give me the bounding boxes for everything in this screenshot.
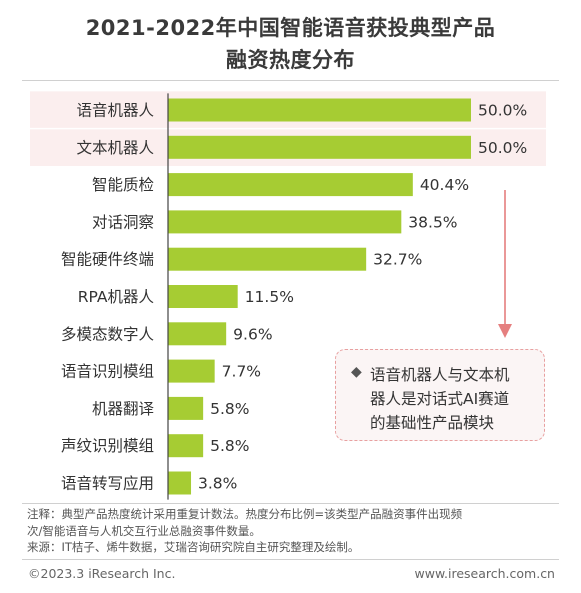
bar [168, 285, 238, 308]
value-label: 38.5% [408, 213, 457, 231]
copyright-text: ©2023.3 iResearch Inc. [28, 566, 176, 581]
notes-block: 注释：典型产品热度统计采用重复计数法。热度分布比例=该类型产品融资事件出现频 次… [27, 506, 557, 556]
chart-title-line1: 2021-2022年中国智能语音获投典型产品 [85, 16, 496, 40]
callout-line: 语音机器人与文本机 [370, 366, 510, 384]
category-label: 语音转写应用 [61, 474, 154, 493]
bar [168, 434, 204, 458]
value-label: 5.8% [210, 437, 249, 455]
category-label: 对话洞察 [92, 213, 154, 231]
bar [168, 322, 227, 346]
value-label: 7.7% [222, 363, 261, 381]
category-label: 语音机器人 [76, 102, 154, 120]
category-label: 语音识别模组 [61, 363, 154, 381]
category-label: 机器翻译 [92, 400, 155, 418]
bar [168, 210, 402, 234]
top-divider [22, 80, 559, 81]
note-line: 次/智能语音与人机交互行业总融资事件数量。 [27, 523, 261, 538]
callout-line: 器人是对话式AI赛道 [370, 390, 510, 408]
value-label: 32.7% [373, 251, 422, 269]
value-label: 11.5% [245, 288, 294, 306]
arrow-down-icon [498, 324, 512, 338]
value-label: 3.8% [198, 475, 237, 493]
category-label: 多模态数字人 [61, 325, 154, 343]
note-line: 注释：典型产品热度统计采用重复计数法。热度分布比例=该类型产品融资事件出现频 [27, 507, 463, 521]
diamond-icon: ◆ [351, 364, 362, 380]
source-line: 来源：IT桔子、烯牛数据，艾瑞咨询研究院自主研究整理及绘制。 [27, 540, 360, 554]
bar [168, 359, 215, 383]
callout-line: 的基础性产品模块 [370, 414, 495, 432]
value-label: 50.0% [478, 139, 527, 157]
category-label: 声纹识别模组 [61, 437, 154, 455]
bar-chart: 语音机器人 50.0% 文本机器人 50.0% 智能质检 40.4% 对话洞察 38.5% 智能… [30, 91, 546, 500]
value-label: 50.0% [478, 102, 527, 120]
bar [168, 173, 413, 197]
bar [168, 135, 471, 159]
callout-box: ◆ 语音机器人与文本机 器人是对话式AI赛道 的基础性产品模块 [335, 349, 545, 441]
bar [168, 247, 367, 271]
bar [168, 471, 192, 495]
website-text: www.iresearch.com.cn [414, 566, 556, 581]
category-label: 智能硬件终端 [61, 251, 154, 269]
category-label: 智能质检 [92, 176, 154, 194]
notes-divider [22, 503, 559, 504]
bar [168, 396, 204, 420]
footer-divider [22, 559, 559, 560]
category-label: 文本机器人 [76, 139, 154, 157]
category-label: RPA机器人 [78, 288, 154, 306]
value-label: 40.4% [420, 176, 469, 194]
value-label: 9.6% [233, 325, 272, 343]
chart-title-line2: 融资热度分布 [226, 48, 355, 72]
bar [168, 98, 471, 122]
callout-text: 语音机器人与文本机 器人是对话式AI赛道 的基础性产品模块 [370, 363, 536, 435]
value-label: 5.8% [210, 400, 249, 418]
